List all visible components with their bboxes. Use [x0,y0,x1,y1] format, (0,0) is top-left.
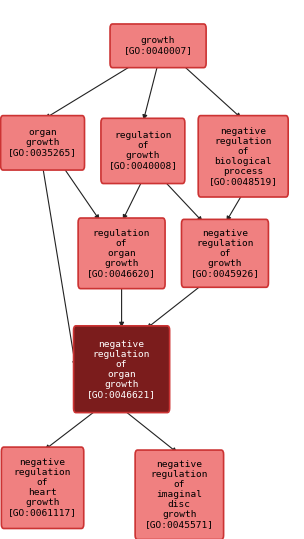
Text: regulation
of
organ
growth
[GO:0046620]: regulation of organ growth [GO:0046620] [87,229,156,278]
FancyBboxPatch shape [1,116,85,170]
Text: regulation
of
growth
[GO:0040008]: regulation of growth [GO:0040008] [109,132,177,170]
FancyBboxPatch shape [74,326,170,413]
FancyBboxPatch shape [110,24,206,67]
FancyBboxPatch shape [78,218,165,288]
Text: negative
regulation
of
heart
growth
[GO:0061117]: negative regulation of heart growth [GO:… [8,458,77,517]
Text: growth
[GO:0040007]: growth [GO:0040007] [124,36,192,56]
FancyBboxPatch shape [101,118,185,183]
Text: negative
regulation
of
growth
[GO:0045926]: negative regulation of growth [GO:004592… [191,229,259,278]
Text: negative
regulation
of
organ
growth
[GO:0046621]: negative regulation of organ growth [GO:… [87,340,156,399]
Text: negative
regulation
of
imaginal
disc
growth
[GO:0045571]: negative regulation of imaginal disc gro… [145,460,214,529]
FancyBboxPatch shape [135,450,224,539]
FancyBboxPatch shape [198,116,288,197]
FancyBboxPatch shape [2,447,84,528]
Text: negative
regulation
of
biological
process
[GO:0048519]: negative regulation of biological proces… [209,127,278,186]
Text: organ
growth
[GO:0035265]: organ growth [GO:0035265] [8,128,77,157]
FancyBboxPatch shape [181,219,268,287]
